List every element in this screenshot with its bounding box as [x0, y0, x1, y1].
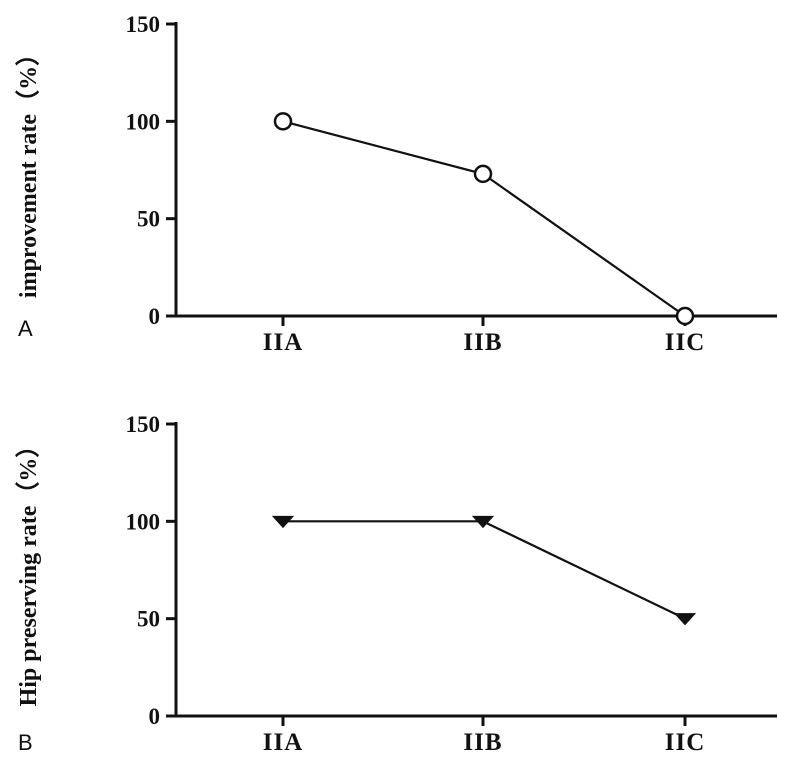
y-tick-label: 50	[137, 207, 160, 232]
data-point-triangle	[271, 515, 295, 529]
x-tick-label: IIA	[263, 329, 304, 356]
panel-label: A	[18, 316, 33, 341]
data-point-triangle	[673, 613, 697, 626]
x-tick-label: IIB	[463, 329, 502, 356]
chart-panel-A: 0 50 100 150 IIA IIB IIC improvement rate（%） A	[15, 12, 777, 356]
x-tick-label: IIA	[263, 729, 304, 756]
series-line	[283, 520, 686, 620]
y-tick-label: 100	[126, 509, 161, 534]
data-point-circle	[675, 306, 695, 326]
y-tick-label: 150	[126, 412, 161, 437]
data-point-circle	[473, 164, 493, 184]
x-tick-label: IIC	[665, 729, 706, 756]
y-tick-label: 0	[149, 304, 161, 329]
y-tick-label: 0	[149, 704, 161, 729]
data-point-circle	[273, 112, 293, 131]
y-tick-label: 150	[126, 12, 161, 37]
series-line	[282, 120, 686, 317]
y-axis-label: Hip preserving rate（%）	[15, 434, 42, 707]
chart-panel-B: 0 50 100 150 IIA IIB IIC Hip preserving rate（%）…	[15, 412, 777, 756]
panel-label: B	[18, 730, 33, 755]
x-tick-label: IIB	[463, 729, 502, 756]
x-tick-label: IIC	[665, 329, 706, 356]
y-axis-label: improvement rate（%）	[15, 42, 42, 298]
y-tick-label: 100	[126, 109, 161, 134]
y-tick-label: 50	[137, 607, 160, 632]
data-point-triangle	[471, 515, 495, 529]
